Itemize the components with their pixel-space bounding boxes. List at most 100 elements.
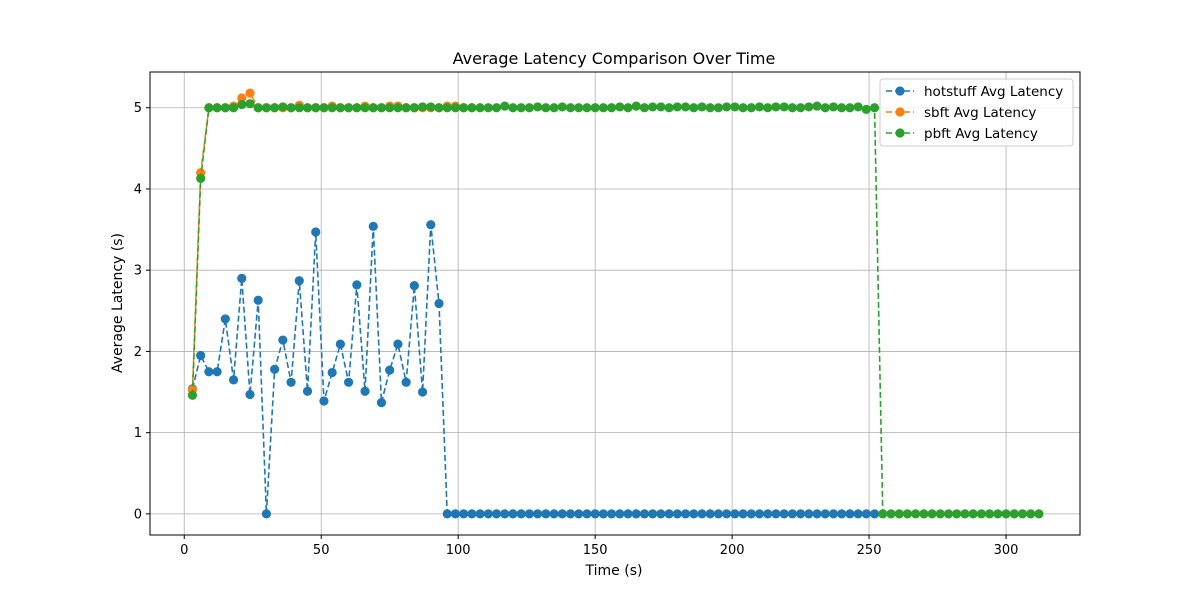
x-axis-title: Time (s) bbox=[585, 563, 643, 579]
y-tick-label: 3 bbox=[134, 264, 142, 279]
data-point bbox=[385, 103, 395, 113]
legend-box bbox=[879, 78, 1074, 147]
data-point bbox=[270, 103, 280, 113]
data-point bbox=[212, 103, 222, 113]
data-point bbox=[680, 509, 691, 519]
data-point bbox=[393, 339, 403, 349]
data-point bbox=[220, 314, 230, 324]
legend-label: pbft Avg Latency bbox=[924, 126, 1038, 142]
data-point bbox=[245, 389, 255, 400]
y-tick-label: 2 bbox=[134, 345, 142, 360]
data-point bbox=[804, 509, 814, 519]
data-point bbox=[911, 509, 921, 519]
data-point bbox=[590, 103, 600, 113]
x-tick-label: 100 bbox=[446, 543, 471, 558]
data-point bbox=[311, 103, 321, 113]
data-point bbox=[278, 102, 288, 112]
data-point bbox=[820, 103, 830, 113]
data-point bbox=[730, 509, 740, 519]
data-point bbox=[648, 509, 658, 519]
data-point bbox=[204, 103, 214, 113]
data-point bbox=[902, 509, 913, 519]
data-point bbox=[327, 367, 337, 378]
data-point bbox=[574, 509, 584, 519]
data-point bbox=[943, 509, 954, 519]
data-point bbox=[237, 99, 247, 110]
data-point bbox=[401, 103, 411, 113]
data-point bbox=[812, 509, 822, 519]
data-point bbox=[730, 102, 740, 112]
data-point bbox=[442, 509, 452, 519]
y-tick-label: 4 bbox=[134, 182, 142, 197]
data-point bbox=[294, 103, 304, 113]
data-point bbox=[746, 103, 756, 113]
data-point bbox=[352, 103, 362, 113]
data-point bbox=[894, 509, 904, 519]
legend-marker bbox=[895, 86, 905, 96]
x-tick-label: 300 bbox=[994, 543, 1019, 558]
data-point bbox=[319, 396, 329, 406]
data-point bbox=[664, 103, 674, 113]
data-point bbox=[450, 103, 461, 113]
legend-label: hotstuff Avg Latency bbox=[924, 84, 1063, 100]
data-point bbox=[952, 509, 962, 519]
data-point bbox=[689, 103, 699, 113]
data-point bbox=[582, 103, 592, 113]
data-point bbox=[648, 102, 658, 112]
legend: hotstuff Avg Latency sbft Avg Latency pbft… bbox=[879, 78, 1074, 147]
data-point bbox=[1009, 509, 1019, 519]
data-point bbox=[861, 509, 871, 519]
data-point bbox=[524, 103, 535, 113]
data-point bbox=[763, 103, 773, 113]
data-point bbox=[385, 365, 395, 375]
data-point bbox=[689, 509, 699, 519]
data-point bbox=[804, 102, 814, 112]
data-point bbox=[261, 509, 272, 519]
data-point bbox=[475, 509, 485, 519]
data-point bbox=[302, 103, 313, 113]
data-point bbox=[828, 102, 839, 112]
data-point bbox=[409, 281, 419, 291]
data-point bbox=[311, 227, 321, 237]
data-point bbox=[508, 103, 518, 113]
data-point bbox=[196, 173, 206, 184]
data-point bbox=[1017, 509, 1028, 519]
data-point bbox=[335, 103, 345, 113]
data-point bbox=[754, 509, 765, 519]
data-point bbox=[541, 103, 551, 113]
data-point bbox=[261, 103, 272, 113]
data-point bbox=[417, 102, 428, 112]
data-point bbox=[968, 509, 978, 519]
data-point bbox=[228, 103, 239, 113]
data-point bbox=[442, 103, 452, 113]
grid-layer bbox=[150, 72, 1080, 535]
legend-label: sbft Avg Latency bbox=[924, 105, 1036, 121]
legend-marker bbox=[895, 128, 905, 138]
data-point bbox=[253, 295, 263, 305]
data-point bbox=[516, 509, 526, 519]
data-point bbox=[1034, 509, 1044, 519]
y-axis-title: Average Latency (s) bbox=[110, 233, 126, 373]
data-point bbox=[1026, 509, 1036, 519]
data-point bbox=[434, 298, 444, 309]
data-point bbox=[878, 509, 888, 519]
data-point bbox=[245, 88, 255, 98]
data-point bbox=[631, 101, 641, 111]
chart-title: Average Latency Comparison Over Time bbox=[453, 49, 776, 68]
data-point bbox=[434, 103, 444, 113]
data-point bbox=[508, 509, 518, 519]
data-point bbox=[549, 509, 559, 519]
data-point bbox=[672, 102, 682, 112]
data-point bbox=[771, 509, 781, 519]
data-point bbox=[861, 104, 871, 114]
data-point bbox=[886, 509, 896, 519]
data-point bbox=[623, 509, 633, 519]
data-point bbox=[401, 377, 411, 387]
data-point bbox=[598, 509, 608, 519]
x-tick-label: 50 bbox=[313, 543, 330, 558]
data-point bbox=[500, 509, 510, 519]
data-point bbox=[541, 509, 551, 519]
legend-item: pbft Avg Latency bbox=[886, 126, 1038, 142]
data-point bbox=[615, 102, 625, 112]
